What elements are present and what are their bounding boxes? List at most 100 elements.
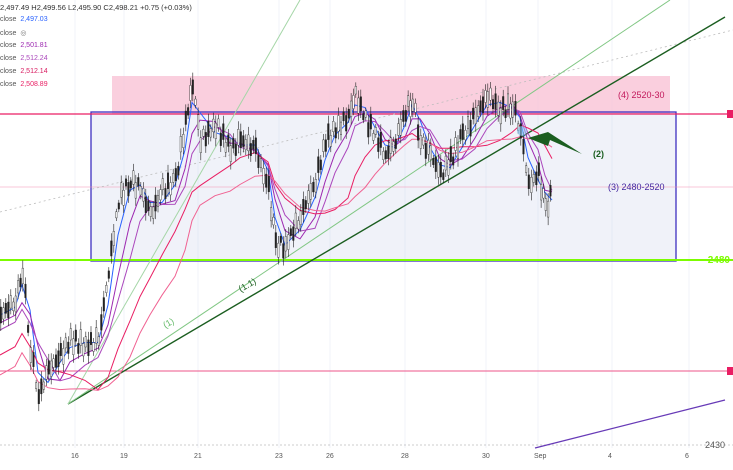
ma-legend-row[interactable]: close 2,508.89: [0, 81, 48, 88]
candle-body: [417, 124, 420, 141]
candle-body: [342, 111, 345, 122]
candle-body: [309, 183, 312, 200]
candle-body: [161, 178, 164, 191]
candle-body: [459, 129, 462, 140]
annotation-zone-4[interactable]: (4) 2520-30: [618, 90, 665, 100]
price-label-2480: 2480: [707, 255, 730, 266]
candle-body: [407, 95, 410, 107]
candle-body: [107, 270, 110, 279]
candle-body: [254, 137, 257, 154]
candle-body: [464, 129, 467, 141]
candle-body: [511, 101, 514, 118]
candle-body: [270, 207, 273, 222]
price-marker-2520: [727, 110, 733, 118]
candle-body: [265, 173, 268, 188]
candle-body: [299, 210, 302, 225]
candle-body: [154, 194, 157, 212]
candle-body: [247, 134, 250, 152]
candle-body: [252, 139, 255, 150]
candle-body: [189, 85, 192, 101]
ma-label: close: [0, 42, 17, 49]
candle-body: [257, 155, 260, 168]
candle-body: [347, 108, 350, 119]
candle-body: [172, 173, 175, 183]
candle-body: [227, 134, 230, 147]
annotation-zone-3[interactable]: (3) 2480-2520: [608, 182, 665, 192]
candle-body: [212, 118, 215, 133]
candle-body: [414, 102, 417, 113]
candle-body: [77, 343, 80, 354]
candle-body: [156, 195, 159, 207]
candle-body: [164, 188, 167, 199]
candle-body: [169, 182, 172, 196]
ma-legend-row[interactable]: close ◎: [0, 29, 26, 37]
candle-body: [100, 314, 103, 331]
candle-body: [79, 329, 82, 346]
candle-body: [527, 174, 530, 189]
annotation-2[interactable]: (2): [593, 149, 604, 159]
ma-legend-row[interactable]: close 2,497.03: [0, 16, 48, 23]
candle-body: [287, 234, 290, 250]
candle-body: [544, 198, 547, 211]
x-axis-tick-label: 16: [71, 453, 79, 460]
candle-body: [334, 127, 337, 139]
candle-body: [217, 118, 220, 128]
x-axis-tick-label: 23: [275, 453, 283, 460]
candle-body: [12, 301, 15, 312]
dotted-diagonal-line[interactable]: [0, 29, 733, 213]
candle-body: [19, 277, 22, 288]
trendline-steep[interactable]: [67, 0, 301, 405]
candle-body: [4, 303, 7, 314]
candle-body: [482, 96, 485, 113]
ma-legend-row[interactable]: close 2,512.14: [0, 68, 48, 75]
candle-body: [277, 242, 280, 258]
candle-body: [87, 339, 90, 356]
ohlc-readout: 2,497.49 H2,499.56 L2,495.90 C2,498.21 +…: [0, 3, 192, 12]
candle-body: [474, 107, 477, 124]
ma-legend-row[interactable]: close 2,501.81: [0, 42, 48, 49]
candle-body: [29, 347, 32, 363]
trendline-1-1[interactable]: [67, 16, 726, 405]
candle-body: [364, 110, 367, 118]
candle-body: [314, 179, 317, 193]
ma-label: close: [0, 68, 17, 75]
candle-body: [379, 131, 382, 148]
candle-body: [469, 119, 472, 137]
candle-body: [509, 103, 512, 119]
candle-body: [40, 378, 43, 395]
ma-value: 2,501.81: [20, 42, 48, 49]
candle-body: [89, 332, 92, 345]
ma-label: close: [0, 81, 17, 88]
candle-body: [120, 182, 123, 198]
candle-body: [369, 113, 372, 130]
candle-body: [166, 172, 169, 189]
candle-body: [549, 185, 552, 197]
candle-body: [159, 189, 162, 201]
candle-body: [129, 180, 132, 189]
candle-body: [27, 324, 30, 333]
candle-body: [24, 283, 27, 298]
trendline-purple-lower[interactable]: [534, 399, 726, 449]
ma-legend-row[interactable]: close 2,512.24: [0, 55, 48, 62]
candle-body: [332, 121, 335, 132]
range-box-3[interactable]: [90, 111, 677, 262]
candle-body: [239, 131, 242, 148]
eye-slash-icon[interactable]: ◎: [20, 30, 27, 37]
candle-body: [117, 202, 120, 210]
candle-body: [472, 107, 475, 120]
ma-value: 2,512.24: [20, 55, 48, 62]
arrow-2-icon: [528, 132, 582, 154]
candle-body: [392, 141, 395, 152]
candle-body: [424, 143, 427, 159]
candle-body: [249, 143, 252, 156]
candle-body: [191, 79, 194, 95]
price-marker-lower: [727, 367, 733, 375]
candle-body: [237, 129, 240, 146]
candle-body: [525, 165, 528, 173]
trendline-1[interactable]: [67, 0, 671, 405]
x-axis-tick-label: 28: [401, 453, 409, 460]
resistance-zone-4[interactable]: [112, 76, 670, 114]
candle-body: [219, 132, 222, 146]
